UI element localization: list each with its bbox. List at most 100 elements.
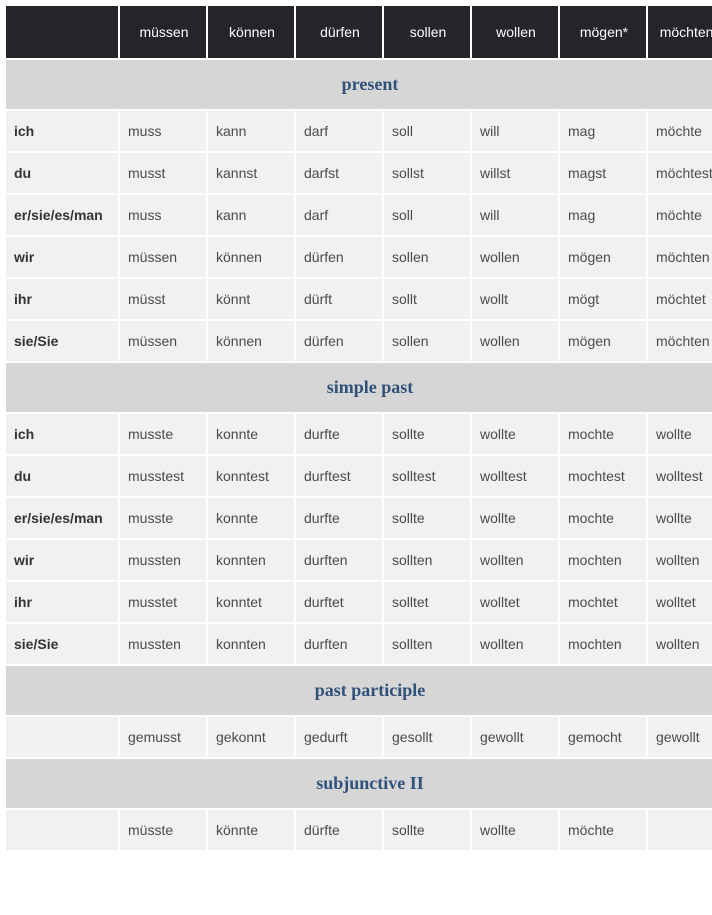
conjugation-cell: können — [208, 321, 294, 361]
header-blank — [6, 6, 118, 58]
conjugation-cell: gemusst — [120, 717, 206, 757]
conjugation-cell: soll — [384, 195, 470, 235]
section-header: simple past — [6, 363, 712, 412]
conjugation-cell: willst — [472, 153, 558, 193]
conjugation-cell: sollte — [384, 414, 470, 454]
conjugation-cell: durftet — [296, 582, 382, 622]
conjugation-cell: müsste — [120, 810, 206, 850]
conjugation-cell: wollte — [472, 498, 558, 538]
conjugation-cell — [648, 810, 712, 850]
conjugation-cell: mochte — [560, 414, 646, 454]
conjugation-cell: sollen — [384, 237, 470, 277]
pronoun-cell: ihr — [6, 279, 118, 319]
conjugation-cell: kann — [208, 195, 294, 235]
conjugation-cell: durften — [296, 540, 382, 580]
conjugation-cell: sollt — [384, 279, 470, 319]
conjugation-cell: mögen — [560, 321, 646, 361]
conjugation-cell: gesollt — [384, 717, 470, 757]
conjugation-cell: müssen — [120, 321, 206, 361]
conjugation-cell: darfst — [296, 153, 382, 193]
conjugation-cell: gewollt — [648, 717, 712, 757]
conjugation-cell: durftest — [296, 456, 382, 496]
conjugation-cell: mochten — [560, 540, 646, 580]
pronoun-cell: er/sie/es/man — [6, 498, 118, 538]
conjugation-cell: wollte — [472, 810, 558, 850]
conjugation-cell: mussten — [120, 624, 206, 664]
pronoun-cell: er/sie/es/man — [6, 195, 118, 235]
conjugation-cell: könnt — [208, 279, 294, 319]
conjugation-cell: musste — [120, 498, 206, 538]
pronoun-cell: ich — [6, 111, 118, 151]
conjugation-cell: wollten — [648, 540, 712, 580]
pronoun-cell — [6, 810, 118, 850]
conjugation-cell: möchte — [648, 195, 712, 235]
conjugation-cell: müssen — [120, 237, 206, 277]
conjugation-cell: wollte — [648, 498, 712, 538]
header-verb: mögen* — [560, 6, 646, 58]
conjugation-cell: wolltest — [472, 456, 558, 496]
conjugation-cell: mag — [560, 195, 646, 235]
section-header: present — [6, 60, 712, 109]
conjugation-cell: konntet — [208, 582, 294, 622]
conjugation-cell: solltest — [384, 456, 470, 496]
conjugation-cell: mussten — [120, 540, 206, 580]
conjugation-cell: wollen — [472, 321, 558, 361]
conjugation-cell: darf — [296, 111, 382, 151]
conjugation-cell: möchtest — [648, 153, 712, 193]
conjugation-cell: muss — [120, 111, 206, 151]
conjugation-cell: wollten — [648, 624, 712, 664]
conjugation-cell: sollten — [384, 624, 470, 664]
pronoun-cell: wir — [6, 237, 118, 277]
conjugation-cell: muss — [120, 195, 206, 235]
conjugation-table: müssenkönnendürfensollenwollenmögen*möch… — [4, 4, 712, 852]
conjugation-cell: solltet — [384, 582, 470, 622]
section-header: past participle — [6, 666, 712, 715]
conjugation-cell: musstest — [120, 456, 206, 496]
conjugation-cell: müsst — [120, 279, 206, 319]
conjugation-cell: durfte — [296, 414, 382, 454]
conjugation-cell: möchten — [648, 321, 712, 361]
conjugation-cell: dürft — [296, 279, 382, 319]
header-verb: dürfen — [296, 6, 382, 58]
conjugation-cell: kann — [208, 111, 294, 151]
conjugation-cell: wollte — [472, 414, 558, 454]
conjugation-cell: möchtet — [648, 279, 712, 319]
table-body: müssenkönnendürfensollenwollenmögen*möch… — [6, 6, 712, 850]
conjugation-cell: dürfte — [296, 810, 382, 850]
conjugation-cell: konnte — [208, 498, 294, 538]
conjugation-cell: möchte — [648, 111, 712, 151]
conjugation-cell: könnte — [208, 810, 294, 850]
conjugation-cell: möchte — [560, 810, 646, 850]
conjugation-cell: sollen — [384, 321, 470, 361]
conjugation-cell: gekonnt — [208, 717, 294, 757]
header-verb: müssen — [120, 6, 206, 58]
conjugation-cell: dürfen — [296, 237, 382, 277]
conjugation-cell: mochte — [560, 498, 646, 538]
header-verb: können — [208, 6, 294, 58]
pronoun-cell: ich — [6, 414, 118, 454]
conjugation-cell: dürfen — [296, 321, 382, 361]
conjugation-cell: mögen — [560, 237, 646, 277]
conjugation-cell: konnten — [208, 624, 294, 664]
conjugation-cell: wollt — [472, 279, 558, 319]
header-verb: sollen — [384, 6, 470, 58]
pronoun-cell — [6, 717, 118, 757]
conjugation-cell: kannst — [208, 153, 294, 193]
pronoun-cell: du — [6, 153, 118, 193]
conjugation-cell: konntest — [208, 456, 294, 496]
section-header: subjunctive II — [6, 759, 712, 808]
conjugation-cell: wolltet — [472, 582, 558, 622]
conjugation-cell: musste — [120, 414, 206, 454]
conjugation-cell: konnte — [208, 414, 294, 454]
conjugation-cell: möchten — [648, 237, 712, 277]
conjugation-cell: will — [472, 195, 558, 235]
conjugation-cell: konnten — [208, 540, 294, 580]
conjugation-cell: soll — [384, 111, 470, 151]
conjugation-cell: mag — [560, 111, 646, 151]
conjugation-cell: mochtest — [560, 456, 646, 496]
conjugation-cell: gewollt — [472, 717, 558, 757]
conjugation-cell: wollten — [472, 540, 558, 580]
conjugation-cell: wollten — [472, 624, 558, 664]
conjugation-cell: durften — [296, 624, 382, 664]
pronoun-cell: wir — [6, 540, 118, 580]
